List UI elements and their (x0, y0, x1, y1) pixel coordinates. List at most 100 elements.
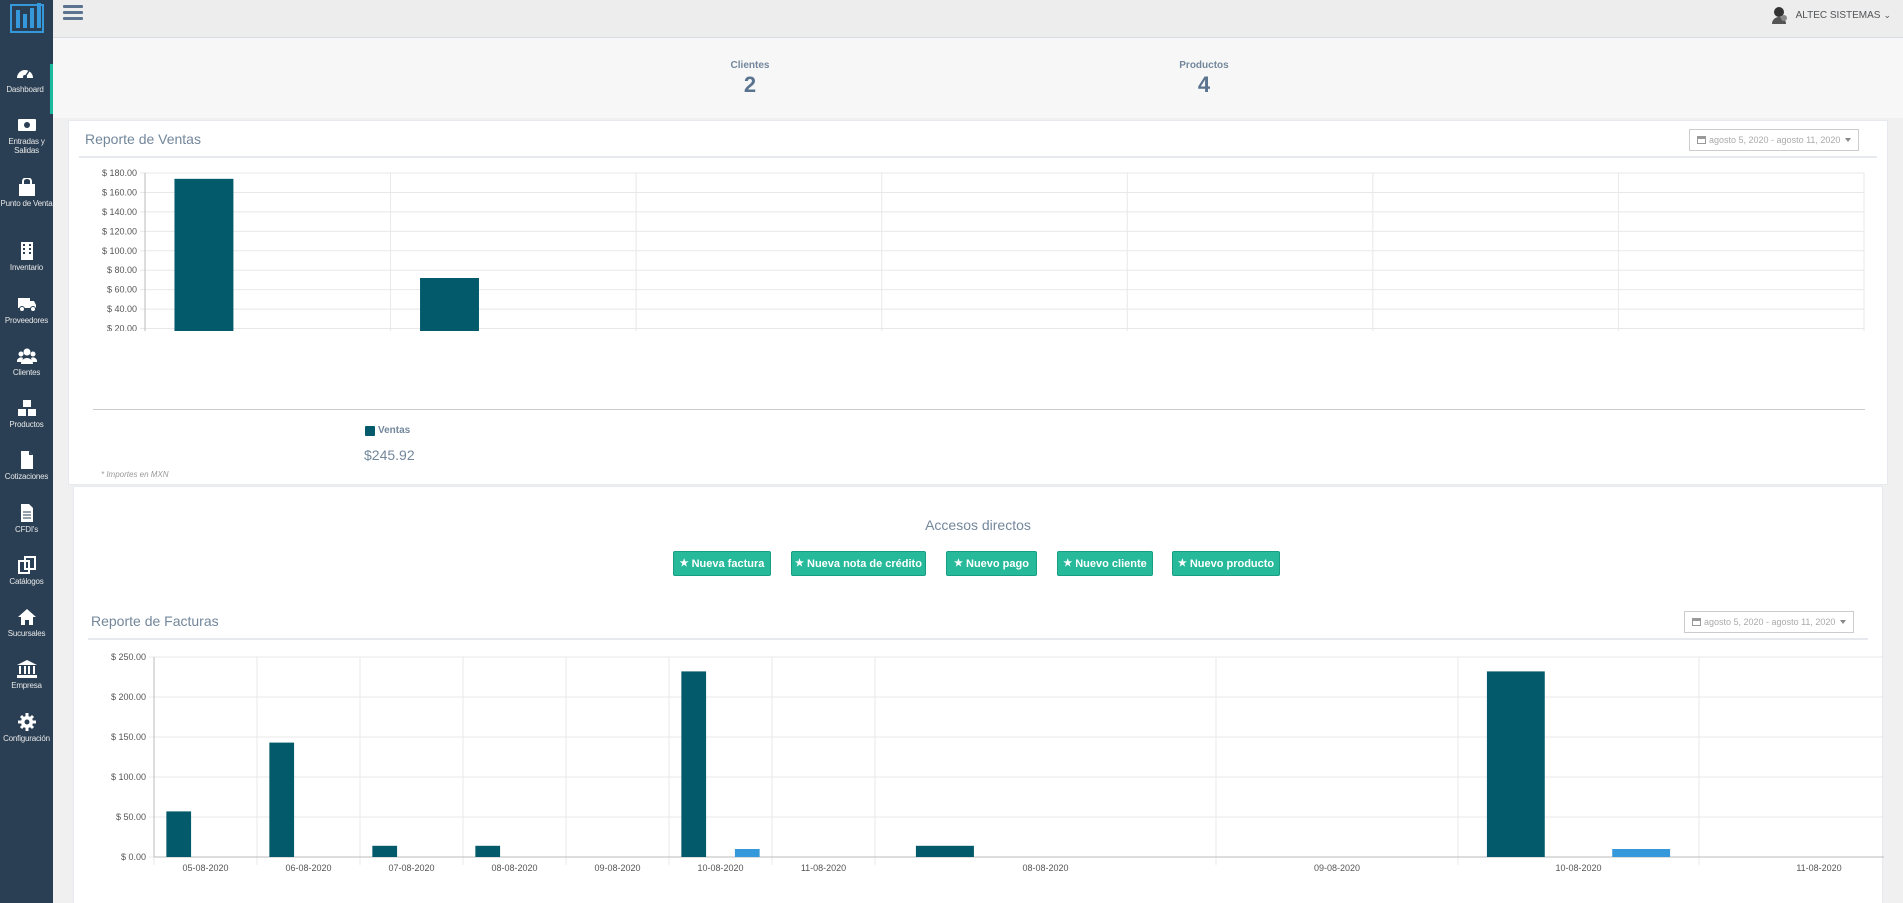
sidebar-item-clientes[interactable]: Clientes (0, 347, 53, 397)
app-logo[interactable] (10, 2, 44, 34)
sidebar-item-cotizaciones[interactable]: Cotizaciones (0, 451, 53, 501)
gear-icon (17, 713, 36, 731)
button-label: Nuevo producto (1189, 557, 1275, 570)
sidebar-item-catalogos[interactable]: Catálogos (0, 556, 53, 606)
chart-bar (166, 811, 192, 857)
sidebar-item-label: Punto de Venta (0, 199, 53, 208)
y-tick-label: $ 200.00 (111, 692, 146, 702)
star-icon: ★ (679, 558, 689, 569)
date-range-picker[interactable]: agosto 5, 2020 - agosto 11, 2020 (1684, 611, 1855, 633)
nueva-nota-credito-button[interactable]: ★ Nueva nota de crédito (791, 551, 926, 576)
y-tick-label: $ 250.00 (111, 652, 146, 662)
star-icon: ★ (954, 558, 963, 569)
sidebar-item-proveedores[interactable]: Proveedores (0, 295, 53, 345)
x-tick-label: 08-08-2020 (1022, 863, 1068, 873)
chart-bar (681, 671, 707, 857)
sidebar-item-sucursales[interactable]: Sucursales (0, 608, 53, 658)
stat-value: 4 (1197, 72, 1211, 97)
button-label: Nueva factura (691, 557, 765, 570)
stat-productos: Productos 4 (1124, 60, 1284, 98)
chart-bar (1612, 849, 1671, 857)
y-tick-label: $ 100.00 (111, 772, 146, 782)
y-tick-label: $ 0.00 (121, 852, 146, 862)
nuevo-pago-button[interactable]: ★ Nuevo pago (946, 551, 1037, 576)
sidebar-item-label: Proveedores (4, 316, 49, 325)
x-tick-label: 09-08-2020 (1314, 863, 1360, 873)
star-icon: ★ (795, 558, 805, 569)
chart-legend: Ventas (365, 425, 410, 436)
chart-bar (269, 742, 295, 857)
y-tick-label: $ 120.00 (102, 226, 137, 236)
legend-label: Ventas (378, 425, 411, 436)
legend-swatch (365, 425, 375, 436)
ventas-chart: $ 0.00$ 20.00$ 40.00$ 60.00$ 80.00$ 100.… (102, 168, 1865, 331)
hamburger-icon[interactable] (63, 5, 83, 23)
divider (79, 156, 1877, 158)
sidebar-item-dashboard[interactable]: Dashboard (0, 64, 53, 114)
sidebar-item-cfdis[interactable]: CFDI's (0, 504, 53, 554)
sidebar-item-label: Cotizaciones (4, 472, 49, 481)
y-tick-label: $ 140.00 (102, 207, 137, 217)
star-icon: ★ (1063, 558, 1073, 569)
sidebar-item-productos[interactable]: Productos (0, 399, 53, 449)
panel-title: Reporte de Ventas (85, 131, 201, 147)
user-avatar-icon (1771, 7, 1787, 24)
nueva-factura-button[interactable]: ★ Nueva factura (673, 551, 771, 576)
sidebar-item-label: CFDI's (15, 525, 38, 534)
chart-bar (174, 178, 234, 331)
y-tick-label: $ 160.00 (102, 187, 137, 197)
bank-icon (16, 660, 37, 678)
caret-down-icon (1845, 138, 1852, 142)
chart-bar (915, 845, 974, 857)
sidebar-item-punto-de-venta[interactable]: Punto de Venta (0, 178, 53, 228)
chevron-down-icon: ⌄ (1883, 9, 1891, 20)
date-range-picker[interactable]: agosto 5, 2020 - agosto 11, 2020 (1689, 129, 1860, 151)
x-tick-label: 10-08-2020 (697, 863, 743, 873)
x-tick-label: 10-08-2020 (1555, 863, 1601, 873)
sidebar-item-label: Catálogos (9, 577, 44, 586)
sidebar-item-label: Sucursales (7, 629, 46, 638)
truck-icon (17, 298, 36, 312)
sidebar-item-inventario[interactable]: Inventario (0, 242, 53, 292)
sidebar-item-empresa[interactable]: Empresa (0, 660, 53, 710)
sidebar-item-label: Configuración (3, 734, 50, 743)
shortcuts-title: Accesos directos (925, 517, 1031, 533)
stat-value: 2 (743, 72, 757, 97)
chart-bar (372, 845, 398, 857)
nuevo-producto-button[interactable]: ★ Nuevo producto (1172, 551, 1280, 576)
ventas-total: $245.92 (364, 447, 415, 463)
sidebar-item-label: Inventario (9, 263, 44, 272)
users-icon (16, 348, 37, 364)
button-label: Nuevo pago (966, 557, 1029, 570)
sidebar-item-entradas[interactable]: Entradas y Salidas (0, 116, 53, 166)
calendar-icon (1697, 136, 1706, 144)
sidebar-item-label: Productos (9, 420, 44, 429)
ventas-panel: Reporte de Ventas agosto 5, 2020 - agost… (68, 120, 1888, 485)
chart-bar (734, 849, 760, 857)
cubes-icon (17, 400, 36, 416)
date-range-text: agosto 5, 2020 - agosto 11, 2020 (1704, 617, 1836, 627)
chart-bar (475, 845, 501, 857)
divider (93, 409, 1865, 410)
chart-bar (1486, 671, 1545, 857)
sidebar-item-label: Entradas y Salidas (8, 137, 45, 155)
sidebar: Dashboard Entradas y Salidas Punto de Ve… (0, 0, 53, 903)
y-tick-label: $ 100.00 (102, 246, 137, 256)
x-tick-label: 08-08-2020 (491, 863, 537, 873)
button-label: Nueva nota de crédito (807, 557, 922, 570)
calendar-icon (1692, 618, 1701, 626)
sidebar-item-configuracion[interactable]: Configuración (0, 713, 53, 763)
user-menu[interactable]: ALTEC SISTEMAS ⌄ (1771, 6, 1891, 24)
sidebar-item-label: Clientes (12, 368, 41, 377)
dashboard-icon (17, 70, 33, 79)
sidebar-item-label: Dashboard (6, 85, 44, 94)
nuevo-cliente-button[interactable]: ★ Nuevo cliente (1057, 551, 1153, 576)
top-nav: ALTEC SISTEMAS ⌄ (53, 0, 1903, 38)
facturas-chart: $ 0.00 $ 50.00 $ 100.00 $ 150.00 $ 200.00 $ 2… (111, 652, 1884, 873)
y-tick-label: $ 150.00 (111, 732, 146, 742)
sidebar-item-label: Empresa (11, 681, 42, 690)
copy-icon (17, 556, 36, 574)
stat-clientes: Clientes 2 (670, 60, 830, 98)
y-tick-label: $ 180.00 (102, 168, 137, 178)
building-icon (20, 242, 33, 260)
